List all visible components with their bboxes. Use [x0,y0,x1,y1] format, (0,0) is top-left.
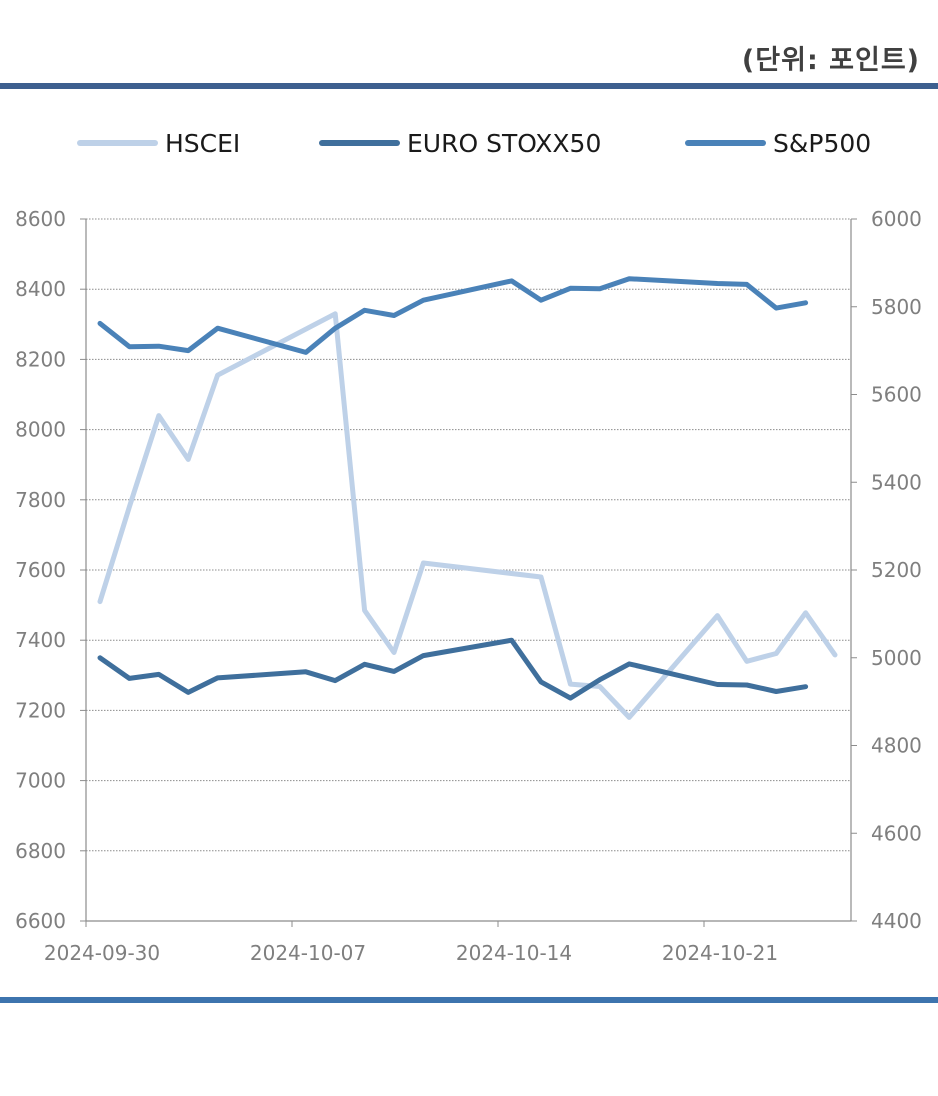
y-right-tick-label: 6000 [871,207,922,231]
x-tick-label: 2024-10-21 [662,941,778,965]
y-left-tick-label: 8600 [15,207,66,231]
y-left-tick-label: 8400 [15,277,66,301]
y-left-tick-label: 7200 [15,698,66,722]
y-right-tick-label: 5000 [871,646,922,670]
series-line-euro-stoxx50 [97,637,809,701]
chart-legend: HSCEI EURO STOXX50 S&P500 [77,129,871,158]
header-rule [0,83,938,89]
y-right-tick-label: 4800 [871,734,922,758]
y-right-tick-label: 4400 [871,909,922,933]
y-right-tick-label: 4600 [871,821,922,845]
legend-label-hscei: HSCEI [165,129,240,158]
x-tick-label: 2024-09-30 [44,941,160,965]
y-left-tick-label: 6600 [15,909,66,933]
y-left-tick-label: 7400 [15,628,66,652]
y-left-tick-label: 7000 [15,769,66,793]
y-left-tick-label: 6800 [15,839,66,863]
x-tick-label: 2024-10-14 [456,941,572,965]
series-line-s-p500 [97,276,809,355]
chart-axes: 6600 6800 7000 7200 7400 7600 7800 8000 8200 8400… [15,207,922,965]
legend-label-euro-stoxx50: EURO STOXX50 [407,129,601,158]
series-line-hscei [97,311,838,720]
legend-label-s-p500: S&P500 [773,129,871,158]
y-right-tick-label: 5600 [871,383,922,407]
y-left-tick-label: 8000 [15,418,66,442]
y-right-tick-label: 5200 [871,558,922,582]
x-tick-label: 2024-10-07 [250,941,366,965]
chart-series [97,276,838,720]
unit-label: (단위: 포인트) [741,45,920,76]
y-left-tick-label: 7800 [15,488,66,512]
y-right-tick-label: 5800 [871,295,922,319]
footer-rule [0,997,938,1003]
y-left-tick-label: 7600 [15,558,66,582]
y-right-tick-label: 5400 [871,470,922,494]
y-left-tick-label: 8200 [15,347,66,371]
chart-grid [86,218,851,852]
